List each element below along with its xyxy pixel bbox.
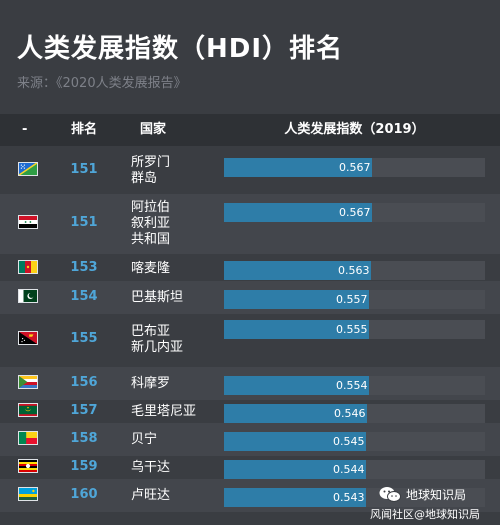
country-name: 所罗门 群岛	[131, 155, 171, 186]
hdi-bar	[224, 158, 372, 177]
header-country: 国家	[140, 122, 167, 137]
table-row: 160 卢旺达 0.543	[0, 479, 500, 512]
rank-value: 157	[70, 402, 98, 418]
hdi-bar	[224, 261, 371, 280]
table-row: 151 所罗门 群岛 0.567	[0, 149, 500, 193]
rank-value: 156	[70, 374, 98, 390]
wechat-icon	[379, 487, 401, 502]
solomon-islands-flag	[18, 162, 38, 176]
hdi-bar	[224, 376, 369, 395]
benin-flag	[18, 430, 38, 445]
hdi-bar-track: 0.543	[224, 488, 485, 507]
country-name: 阿拉伯 叙利亚 共和国	[131, 200, 171, 247]
table-row: 151 阿拉伯 叙利亚 共和国 0.567	[0, 194, 500, 254]
rank-value: 155	[70, 331, 98, 346]
comoros-flag	[18, 374, 38, 389]
watermark: 地球知识局 风闻社区@地球知识局	[370, 484, 500, 525]
mauritania-flag	[18, 402, 38, 417]
hdi-value-label: 0.544	[333, 463, 365, 476]
hdi-bar	[224, 203, 372, 222]
hdi-bar-track: 0.563	[224, 261, 485, 280]
country-name: 科摩罗	[131, 375, 171, 391]
hdi-bar-track: 0.567	[224, 203, 485, 222]
hdi-bar	[224, 290, 369, 309]
hdi-value-label: 0.543	[333, 491, 365, 504]
hdi-bar	[224, 460, 366, 479]
hdi-bar-track: 0.545	[224, 432, 485, 451]
country-name: 卢旺达	[131, 487, 171, 503]
cameroon-flag	[18, 259, 38, 274]
hdi-bar-track: 0.546	[224, 404, 485, 423]
country-name: 巴布亚 新几内亚	[131, 324, 184, 355]
hdi-bar-track: 0.554	[224, 376, 485, 395]
hdi-bar	[224, 320, 369, 339]
rwanda-flag	[18, 486, 38, 501]
country-name: 贝宁	[131, 431, 158, 447]
source-note: 来源：《2020人类发展报告》	[17, 76, 187, 91]
hdi-value-label: 0.567	[339, 161, 371, 174]
pakistan-flag	[18, 288, 38, 303]
syria-flag	[18, 215, 38, 229]
table-row: 158 贝宁 0.545	[0, 423, 500, 456]
header-hdi: 人类发展指数（2019）	[284, 122, 425, 137]
rank-value: 151	[70, 162, 98, 177]
hdi-bar	[224, 488, 366, 507]
rank-value: 153	[70, 259, 98, 275]
hdi-value-label: 0.546	[334, 407, 366, 420]
watermark-name: 地球知识局	[406, 488, 467, 502]
hdi-bar-track: 0.557	[224, 290, 485, 309]
hdi-value-label: 0.555	[336, 323, 368, 336]
hdi-bar	[224, 432, 366, 451]
table-row: 154 巴基斯坦 0.557	[0, 281, 500, 314]
table-row: 155 巴布亚 新几内亚 0.555	[0, 311, 500, 369]
hdi-bar-track: 0.544	[224, 460, 485, 479]
table-header: - 排名 国家 人类发展指数（2019）	[0, 114, 500, 146]
country-name: 巴基斯坦	[131, 289, 184, 305]
hdi-value-label: 0.554	[336, 379, 368, 392]
table-row: 153 喀麦隆 0.563	[0, 252, 500, 285]
hdi-value-label: 0.567	[339, 206, 371, 219]
watermark-credit: 风闻社区@地球知识局	[370, 508, 480, 521]
papua-new-guinea-flag	[18, 331, 38, 345]
hdi-bar	[224, 404, 367, 423]
hdi-value-label: 0.557	[336, 293, 368, 306]
uganda-flag	[18, 458, 38, 473]
chart-title: 人类发展指数（HDI）排名	[17, 34, 344, 64]
rank-value: 154	[70, 288, 98, 304]
country-name: 乌干达	[131, 459, 171, 475]
rank-value: 158	[70, 430, 98, 446]
table-row: 159 乌干达 0.544	[0, 451, 500, 484]
rank-value: 159	[70, 458, 98, 474]
hdi-value-label: 0.563	[338, 264, 370, 277]
rank-value: 151	[70, 215, 98, 230]
header-flag: -	[22, 122, 28, 137]
table-row: 157 毛里塔尼亚 0.546	[0, 395, 500, 428]
hdi-bar-track: 0.555	[224, 320, 485, 339]
hdi-value-label: 0.545	[333, 435, 365, 448]
country-name: 喀麦隆	[131, 260, 171, 276]
header-rank: 排名	[70, 122, 97, 137]
country-name: 毛里塔尼亚	[131, 403, 197, 419]
hdi-bar-track: 0.567	[224, 158, 485, 177]
rank-value: 160	[70, 486, 98, 502]
table-row: 156 科摩罗 0.554	[0, 367, 500, 400]
